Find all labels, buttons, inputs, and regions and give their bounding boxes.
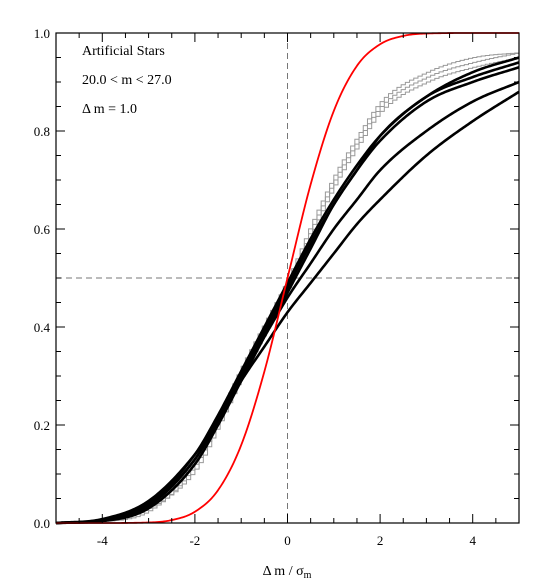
y-tick-label: 0.4 [34,320,51,335]
series-thick-4 [55,80,520,525]
y-tick-label: 0.6 [34,222,51,237]
x-tick-label: 2 [377,533,384,548]
series-thick-1 [55,56,520,525]
x-axis-title-main: Δ m / σ [263,564,305,579]
x-tick-label: 4 [469,533,476,548]
y-tick-label: 0.0 [34,516,50,531]
annotation-mag-range: 20.0 < m < 27.0 [82,73,172,88]
x-tick-label: -2 [189,533,200,548]
y-tick-label: 1.0 [34,26,50,41]
series-thick-3 [55,66,520,525]
x-axis-title-subscript: m [304,570,312,581]
x-tick-label: 0 [284,533,291,548]
ticks-layer: -4 -2 0 2 4 0.0 0.2 0.4 0.6 0.8 1.0 [34,26,520,548]
annotation-title: Artificial Stars [82,44,165,59]
x-axis-title: Δ m / σm [263,564,312,581]
annotation-delta-m: Δ m = 1.0 [82,102,137,117]
y-tick-label: 0.8 [34,124,50,139]
series-thick-5 [55,90,520,525]
x-tick-label: -4 [97,533,108,548]
y-tick-label: 0.2 [34,418,50,433]
